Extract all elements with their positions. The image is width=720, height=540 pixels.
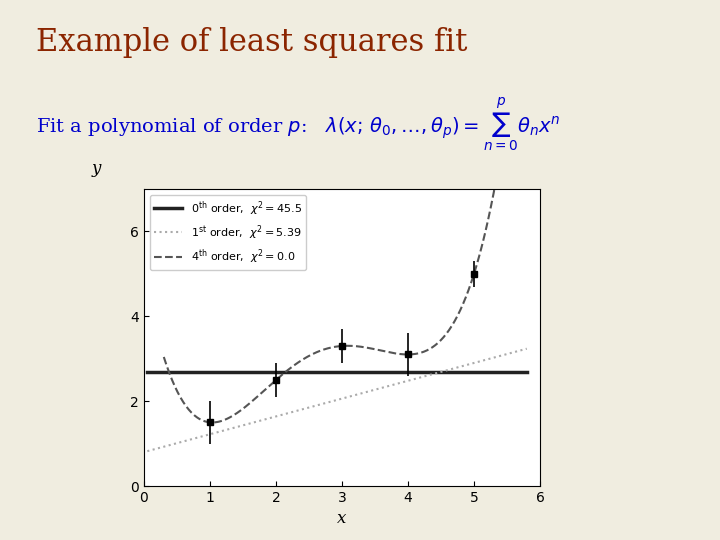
Text: Fit a polynomial of order $p$:   $\lambda(x;\, \theta_0,\ldots,\theta_p) = \sum_: Fit a polynomial of order $p$: $\lambda(… <box>36 97 560 154</box>
Y-axis label: y: y <box>91 160 102 177</box>
Legend: $0^{\mathrm{th}}$ order,  $\chi^2 = 45.5$, $1^{\mathrm{st}}$ order,  $\chi^2 = 5: $0^{\mathrm{th}}$ order, $\chi^2 = 45.5$… <box>150 194 306 271</box>
X-axis label: x: x <box>337 510 347 528</box>
Text: Example of least squares fit: Example of least squares fit <box>36 27 467 58</box>
